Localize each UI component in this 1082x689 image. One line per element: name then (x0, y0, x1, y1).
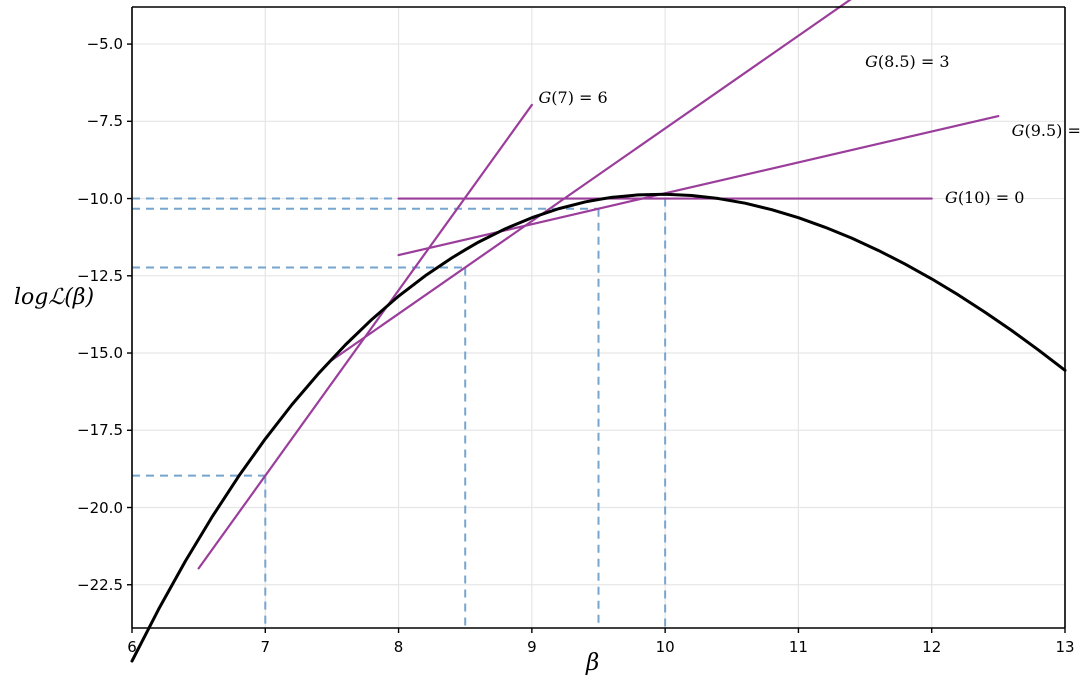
ytick-label-0: −5.0 (86, 35, 123, 54)
xtick-label-0: 6 (127, 638, 137, 656)
tangent-at-8.5 (330, 0, 852, 362)
loglikelihood-curve (130, 192, 1067, 663)
annotation-tangent-at-8.5: G(8.5) = 3 (865, 52, 950, 72)
ytick-label-1: −7.5 (86, 112, 123, 131)
annotation-tangent-at-10: G(10) = 0 (945, 187, 1025, 207)
ytick-label-3: −12.5 (77, 266, 123, 285)
xtick-label-4: 10 (655, 638, 675, 656)
ytick-label-6: −20.0 (77, 498, 123, 517)
ytick-label-7: −22.5 (77, 575, 123, 594)
xtick-label-2: 8 (393, 638, 404, 656)
annotation-tangent-at-9.5: G(9.5) = 1 (1011, 121, 1082, 141)
xtick-label-1: 7 (260, 638, 271, 656)
xtick-label-5: 11 (788, 638, 808, 656)
ytick-label-2: −10.0 (77, 189, 123, 208)
annotation-tangent-at-7: G(7) = 6 (538, 87, 608, 107)
axes-spines (131, 6, 1066, 629)
ytick-label-4: −15.0 (77, 344, 123, 363)
curve-loglikelihood (130, 192, 1067, 663)
xtick-label-3: 9 (527, 638, 537, 656)
ytick-label-5: −17.5 (77, 421, 123, 440)
x-axis-label: β (586, 650, 600, 676)
axis-ticks (127, 43, 1066, 633)
xtick-label-6: 12 (922, 638, 942, 656)
tangent-at-9.5 (397, 114, 1000, 257)
xtick-label-7: 13 (1055, 638, 1075, 656)
y-axis-label: logℒ(β) (14, 285, 95, 310)
